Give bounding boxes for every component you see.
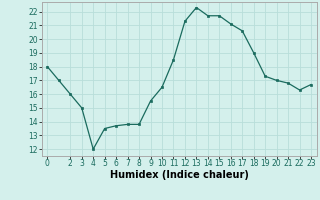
- X-axis label: Humidex (Indice chaleur): Humidex (Indice chaleur): [110, 170, 249, 180]
